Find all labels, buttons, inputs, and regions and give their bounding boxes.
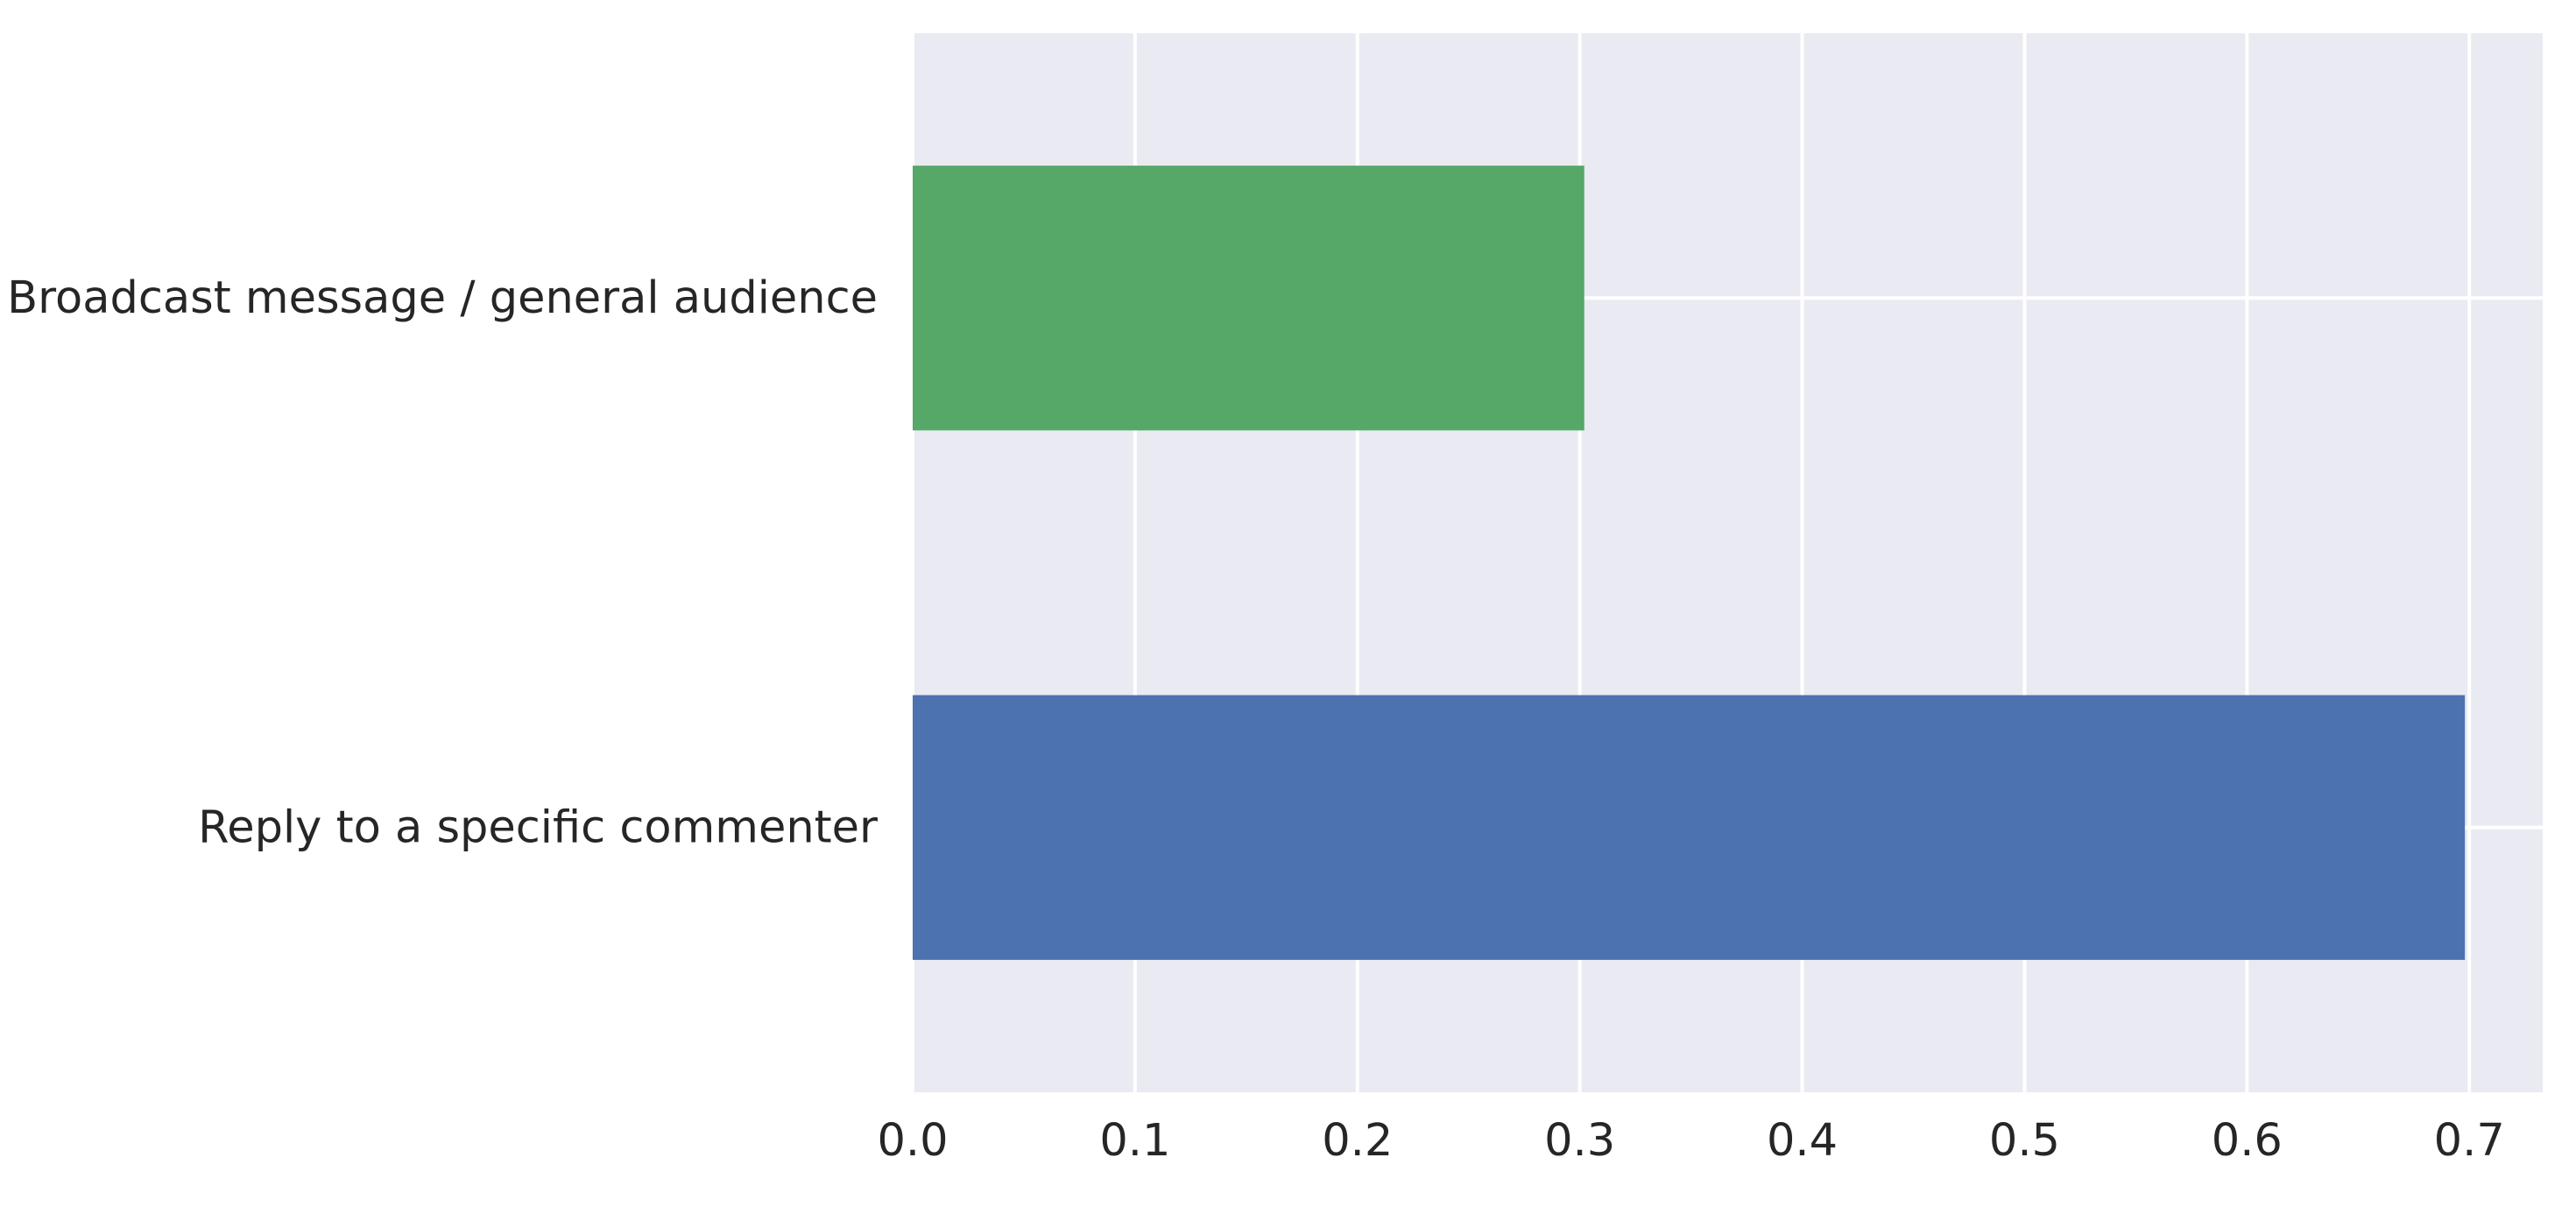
y-tick-label-1: Reply to a specific commenter: [198, 801, 878, 853]
x-tick-label-2: 0.2: [1322, 1115, 1393, 1167]
x-tick-label-4: 0.4: [1767, 1115, 1838, 1167]
x-tick-label-7: 0.7: [2434, 1115, 2505, 1167]
bar-1: [913, 695, 2466, 960]
x-tick-label-3: 0.3: [1544, 1115, 1615, 1167]
y-axis-tick-labels: Broadcast message / general audience Repl…: [7, 272, 878, 854]
x-tick-label-1: 0.1: [1099, 1115, 1170, 1167]
x-tick-label-5: 0.5: [1989, 1115, 2060, 1167]
x-tick-label-6: 0.6: [2212, 1115, 2283, 1167]
x-axis-tick-labels: 0.0 0.1 0.2 0.3 0.4 0.5 0.6 0.7: [877, 1115, 2504, 1167]
y-tick-label-0: Broadcast message / general audience: [7, 272, 878, 324]
bar-0: [913, 166, 1584, 431]
bars: [913, 166, 2466, 960]
x-tick-label-0: 0.0: [877, 1115, 948, 1167]
